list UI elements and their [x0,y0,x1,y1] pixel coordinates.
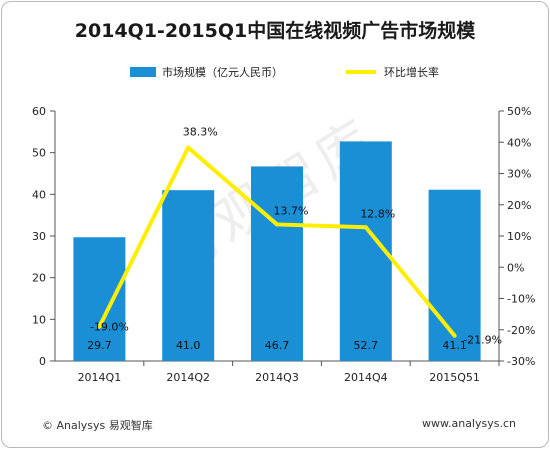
growth-rate-point [97,324,102,329]
y-right-tick-label: -20% [507,324,535,337]
growth-rate-point [186,145,191,150]
legend-swatch-line [346,70,376,74]
footer-source: © Analysys 易观智库 [42,419,153,432]
y-left-tick-label: 30 [32,230,46,243]
y-left-tick-label: 60 [32,105,46,118]
bar-value-label: 41.0 [176,339,201,352]
bar-value-label: 46.7 [265,339,290,352]
y-right-tick-label: 10% [507,230,531,243]
bar [251,166,303,361]
growth-rate-point [363,225,368,230]
y-right-tick-label: -30% [507,355,535,368]
y-left-tick-label: 20 [32,272,46,285]
legend-label-bar: 市场规模（亿元人民币） [162,66,283,79]
line-value-label: 12.8% [360,207,395,220]
legend-label-line: 环比增长率 [384,66,439,79]
x-tick-label: 2014Q1 [78,371,122,384]
y-left-tick-label: 50 [32,147,46,160]
y-right-tick-label: 50% [507,105,531,118]
footer-url: www.analysys.cn [422,417,516,430]
legend-item-line: 环比增长率 [346,64,439,80]
growth-rate-point [275,222,279,227]
bar-value-label: 52.7 [354,339,379,352]
y-right-tick-label: 30% [507,168,531,181]
x-tick-label: 2014Q2 [166,371,210,384]
chart-title: 2014Q1-2015Q1中国在线视频广告市场规模 [74,20,476,42]
line-value-label: -19.0% [90,321,129,334]
y-left-tick-label: 0 [39,355,46,368]
y-right-tick-label: 0% [507,261,524,274]
growth-rate-point [452,333,457,338]
y-right-tick-label: -10% [507,293,535,306]
x-tick-label: 2015Q51 [429,371,480,384]
bar [162,190,215,361]
line-value-label: -21.9% [463,334,502,347]
line-value-label: 13.7% [274,204,309,217]
bar [428,189,481,361]
x-tick-label: 2014Q3 [255,371,299,384]
y-left-tick-label: 40 [32,188,46,201]
x-tick-label: 2014Q4 [344,371,388,384]
y-right-tick-label: 20% [507,199,531,212]
bar-value-label: 29.7 [87,339,112,352]
bar [73,237,126,361]
legend-swatch-bar [130,67,156,77]
line-value-label: 38.3% [183,126,218,139]
y-right-tick-label: 40% [507,136,531,149]
legend-item-bar: 市场规模（亿元人民币） [130,64,283,80]
bar-value-label: 41.1 [442,339,467,352]
y-left-tick-label: 10 [32,313,46,326]
